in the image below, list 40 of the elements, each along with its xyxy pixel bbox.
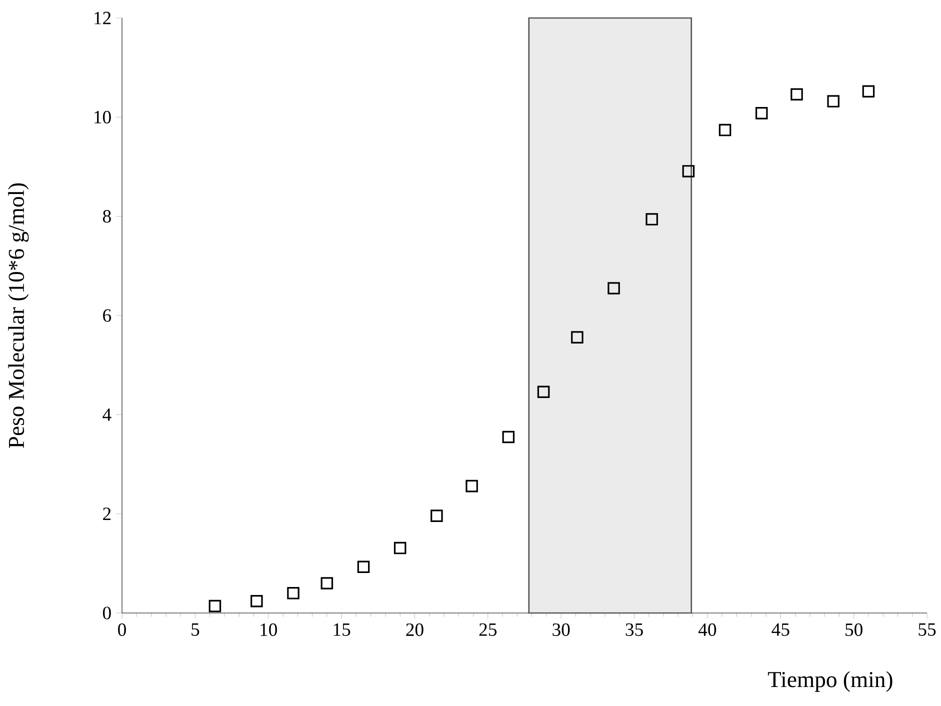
point xyxy=(466,480,478,492)
y-axis-title: Peso Molecular (10*6 g/mol) xyxy=(8,183,29,448)
point xyxy=(502,430,515,444)
point xyxy=(718,124,732,136)
x-tick-label: 25 xyxy=(479,623,497,636)
point xyxy=(755,107,768,120)
y-tick-label: 2 xyxy=(103,508,111,520)
point xyxy=(537,386,550,398)
x-tick-label: 20 xyxy=(406,623,424,636)
x-tick-label: 30 xyxy=(552,623,570,636)
point xyxy=(608,282,620,294)
y-tick-label: 8 xyxy=(102,210,111,223)
point xyxy=(682,165,695,178)
point xyxy=(430,510,443,522)
point xyxy=(208,600,222,612)
point xyxy=(571,331,584,344)
x-tick-label: 55 xyxy=(918,623,936,636)
point xyxy=(646,213,658,226)
point xyxy=(287,587,300,600)
point xyxy=(827,95,840,108)
point xyxy=(357,560,370,574)
point xyxy=(320,577,334,590)
point xyxy=(790,88,803,100)
y-tick-label: 4 xyxy=(102,408,112,421)
x-tick-label: 50 xyxy=(846,623,862,636)
x-axis-title: Tiempo (min) xyxy=(768,671,892,692)
point xyxy=(394,542,406,554)
y-tick-label: 10 xyxy=(94,110,111,124)
x-tick-label: 35 xyxy=(626,623,643,636)
x-tick-label: 15 xyxy=(334,623,350,636)
point xyxy=(250,594,263,608)
x-tick-label: 0 xyxy=(118,623,126,636)
x-tick-label: 5 xyxy=(192,623,200,636)
x-tick-label: 10 xyxy=(260,623,277,636)
point xyxy=(862,85,875,98)
y-tick-label: 12 xyxy=(94,12,111,24)
x-tick-label: 45 xyxy=(772,623,790,636)
y-tick-label: 6 xyxy=(103,309,112,322)
y-tick-label: 0 xyxy=(102,606,111,620)
x-tick-label: 40 xyxy=(698,623,716,636)
